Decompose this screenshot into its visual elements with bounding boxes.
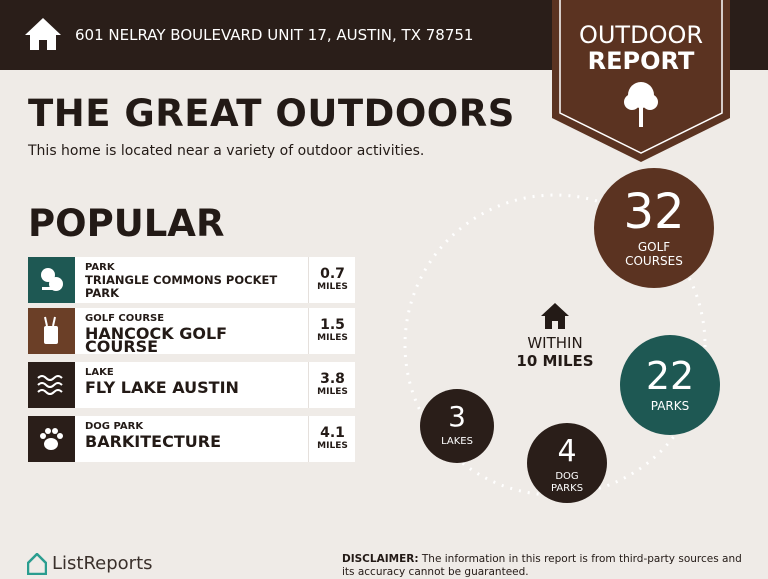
radius-line1: WITHIN xyxy=(527,334,583,352)
count: 22 xyxy=(645,354,695,398)
category: PARK xyxy=(85,262,115,273)
subtitle: This home is located near a variety of o… xyxy=(28,143,425,159)
count-circle: 32 GOLF COURSES xyxy=(594,168,714,288)
count: 3 xyxy=(448,400,466,433)
disclaimer-label: DISCLAIMER: xyxy=(342,553,419,565)
place-name: FLY LAKE AUSTIN xyxy=(85,378,239,397)
disclaimer-text: The information in this report is from t… xyxy=(342,553,742,578)
park-icon xyxy=(28,257,75,303)
distance: 3.8 xyxy=(320,371,345,387)
unit: MILES xyxy=(317,387,348,397)
brand-logo xyxy=(27,553,47,575)
popular-heading: POPULAR xyxy=(28,202,225,245)
distance: 0.7 xyxy=(320,266,345,282)
badge xyxy=(552,0,730,162)
unit: MILES xyxy=(317,333,348,343)
disclaimer: DISCLAIMER: The information in this repo… xyxy=(342,553,742,579)
badge-line2: REPORT xyxy=(587,47,695,75)
lake-icon xyxy=(28,362,75,408)
place-row: GOLF COURSE HANCOCK GOLF COURSE 1.5 MILES xyxy=(28,308,355,356)
place-name: TRIANGLE COMMONS POCKET PARK xyxy=(85,273,278,300)
count: 4 xyxy=(557,434,577,469)
count-label: DOG PARKS xyxy=(550,471,584,494)
home-icon xyxy=(541,303,569,329)
home-icon xyxy=(25,18,61,50)
unit: MILES xyxy=(317,282,348,292)
radius-line2: 10 MILES xyxy=(516,352,594,370)
place-row: PARK TRIANGLE COMMONS POCKET PARK 0.7 MIL… xyxy=(28,257,355,303)
place-row: LAKE FLY LAKE AUSTIN 3.8 MILES xyxy=(28,362,355,408)
badge-text: OUTDOOR REPORT xyxy=(552,22,730,74)
unit: MILES xyxy=(317,441,348,451)
count-label: LAKES xyxy=(441,436,473,447)
count: 32 xyxy=(623,184,685,240)
count-circle: 22 PARKS xyxy=(620,335,720,435)
radius-label: WITHIN 10 MILES xyxy=(505,334,605,370)
place-name: HANCOCK GOLF COURSE xyxy=(85,324,228,356)
count-label: PARKS xyxy=(650,399,690,413)
golf-icon xyxy=(28,308,75,354)
place-name: BARKITECTURE xyxy=(85,432,221,451)
place-row: DOG PARK BARKITECTURE 4.1 MILES xyxy=(28,416,355,462)
dog-icon xyxy=(28,416,75,462)
category: GOLF COURSE xyxy=(85,313,165,324)
title: THE GREAT OUTDOORS xyxy=(28,92,515,135)
distance: 4.1 xyxy=(320,425,345,441)
brand: ListReports xyxy=(52,553,153,574)
count-label: GOLF COURSES xyxy=(625,240,683,268)
count-circle: 4 DOG PARKS xyxy=(527,423,607,503)
category: DOG PARK xyxy=(85,421,144,432)
count-circle: 3 LAKES xyxy=(420,389,494,463)
category: LAKE xyxy=(85,367,114,378)
address: 601 NELRAY BOULEVARD UNIT 17, AUSTIN, TX… xyxy=(75,26,474,44)
badge-line1: OUTDOOR xyxy=(578,21,704,49)
distance: 1.5 xyxy=(320,317,345,333)
